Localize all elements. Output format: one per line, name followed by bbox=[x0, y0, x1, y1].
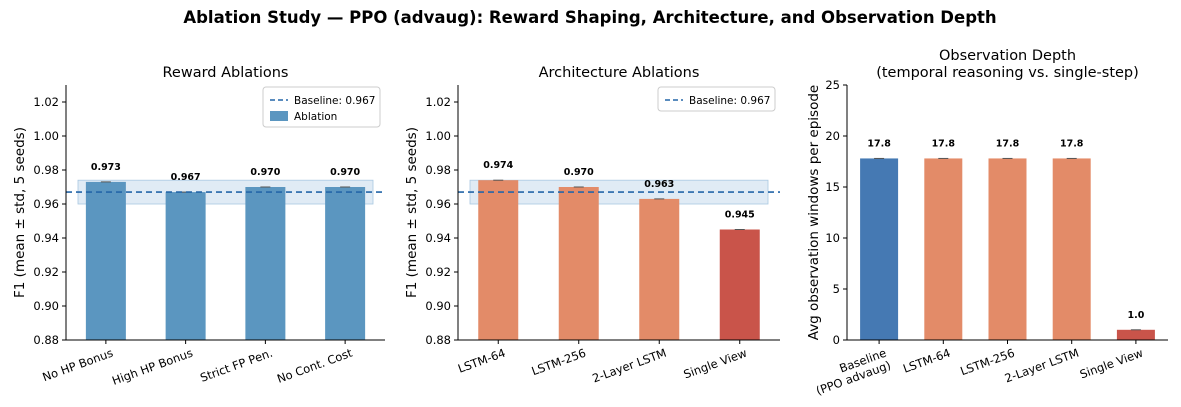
legend-label: Ablation bbox=[294, 111, 337, 123]
y-tick-label: 0.96 bbox=[33, 197, 59, 211]
x-tick-label: Single View bbox=[1078, 346, 1145, 382]
bar-value-label: 0.970 bbox=[250, 167, 280, 178]
bar bbox=[1052, 158, 1091, 340]
panel-subtitle: (temporal reasoning vs. single-step) bbox=[876, 65, 1139, 81]
x-tick-label: LSTM-256 bbox=[530, 346, 588, 379]
x-tick-label: No HP Bonus bbox=[41, 346, 115, 384]
legend-label: Baseline: 0.967 bbox=[689, 95, 770, 107]
y-axis-label: Avg observation windows per episode bbox=[806, 85, 822, 340]
bar-value-label: 0.970 bbox=[564, 167, 594, 178]
y-tick-label: 0.94 bbox=[33, 231, 59, 245]
bar bbox=[639, 198, 680, 340]
x-tick-label: No Cont. Cost bbox=[275, 345, 355, 385]
y-tick-label: 0.98 bbox=[33, 163, 59, 177]
y-tick-label: 1.00 bbox=[425, 129, 451, 143]
reward-ablations-panel: Reward Ablations F1 (mean ± std, 5 seeds)… bbox=[12, 65, 385, 388]
legend-box bbox=[657, 86, 776, 112]
bar bbox=[1116, 329, 1155, 340]
bar-value-label: 0.973 bbox=[91, 162, 121, 173]
y-tick-label: 1.02 bbox=[33, 95, 59, 109]
bar bbox=[860, 158, 899, 340]
y-tick-label: 0.90 bbox=[425, 299, 451, 313]
figure-title: Ablation Study — PPO (advaug): Reward Sh… bbox=[183, 8, 996, 27]
y-tick-label: 0.88 bbox=[33, 333, 59, 347]
bar bbox=[719, 229, 760, 340]
bar-value-label: 0.945 bbox=[725, 210, 755, 221]
x-tick-label: 2-Layer LSTM bbox=[1003, 346, 1081, 386]
bar-value-label: 0.963 bbox=[644, 179, 674, 190]
bar-value-label: 0.974 bbox=[483, 160, 513, 171]
x-tick-label: Single View bbox=[682, 346, 749, 382]
y-axis-label: F1 (mean ± std, 5 seeds) bbox=[12, 127, 28, 298]
x-tick-label: LSTM-64 bbox=[901, 346, 952, 376]
bar bbox=[245, 187, 286, 340]
bar bbox=[85, 181, 126, 340]
y-tick-label: 25 bbox=[825, 78, 840, 92]
y-tick-label: 5 bbox=[833, 282, 840, 296]
x-tick-label: Strict FP Pen. bbox=[198, 346, 274, 385]
x-tick-label: High HP Bonus bbox=[110, 346, 195, 388]
architecture-ablations-panel: Architecture Ablations F1 (mean ± std, 5 … bbox=[404, 65, 780, 385]
bar-value-label: 17.8 bbox=[996, 138, 1020, 149]
x-tick-label: Baseline(PPO advaug) bbox=[810, 346, 893, 398]
bar bbox=[988, 158, 1027, 340]
bar bbox=[558, 187, 599, 340]
y-tick-label: 15 bbox=[825, 180, 840, 194]
y-tick-label: 0.96 bbox=[425, 197, 451, 211]
observation-depth-panel: Observation Depth(temporal reasoning vs.… bbox=[806, 48, 1168, 398]
y-tick-label: 1.00 bbox=[33, 129, 59, 143]
y-axis-label: F1 (mean ± std, 5 seeds) bbox=[404, 127, 420, 298]
bar-value-label: 17.8 bbox=[867, 138, 891, 149]
legend-swatch-ablation bbox=[270, 111, 288, 121]
y-tick-label: 0.98 bbox=[425, 163, 451, 177]
bar-value-label: 0.970 bbox=[330, 167, 360, 178]
y-tick-label: 0 bbox=[833, 333, 840, 347]
legend-box bbox=[262, 86, 381, 128]
bar-value-label: 0.967 bbox=[171, 172, 201, 183]
y-tick-label: 0.92 bbox=[33, 265, 59, 279]
bar-value-label: 17.8 bbox=[1060, 138, 1084, 149]
y-tick-label: 20 bbox=[825, 129, 840, 143]
y-tick-label: 0.90 bbox=[33, 299, 59, 313]
x-tick-label: LSTM-64 bbox=[456, 346, 507, 376]
bar-value-label: 17.8 bbox=[932, 138, 956, 149]
x-tick-label: 2-Layer LSTM bbox=[590, 346, 668, 386]
bar bbox=[165, 192, 206, 340]
y-tick-label: 0.88 bbox=[425, 333, 451, 347]
y-tick-label: 10 bbox=[825, 231, 840, 245]
panel-title: Reward Ablations bbox=[163, 65, 289, 81]
bar bbox=[478, 180, 519, 340]
legend-label: Baseline: 0.967 bbox=[294, 95, 375, 107]
panel-title: Observation Depth bbox=[939, 48, 1076, 64]
y-tick-label: 0.94 bbox=[425, 231, 451, 245]
bar bbox=[325, 187, 366, 340]
bar-value-label: 1.0 bbox=[1127, 310, 1144, 321]
y-tick-label: 0.92 bbox=[425, 265, 451, 279]
panel-title: Architecture Ablations bbox=[539, 65, 700, 81]
bar bbox=[924, 158, 963, 340]
y-tick-label: 1.02 bbox=[425, 95, 451, 109]
